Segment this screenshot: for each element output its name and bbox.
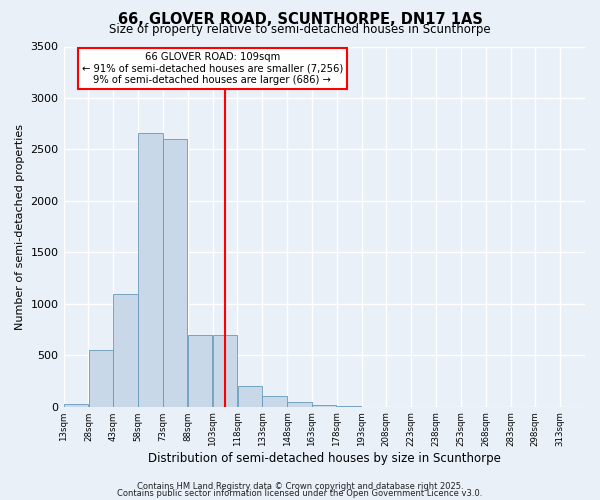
Bar bbox=[238, 386, 262, 406]
Bar bbox=[213, 334, 237, 406]
Text: Size of property relative to semi-detached houses in Scunthorpe: Size of property relative to semi-detach… bbox=[109, 22, 491, 36]
Bar bbox=[312, 404, 337, 406]
Text: Contains HM Land Registry data © Crown copyright and database right 2025.: Contains HM Land Registry data © Crown c… bbox=[137, 482, 463, 491]
Bar bbox=[188, 334, 212, 406]
X-axis label: Distribution of semi-detached houses by size in Scunthorpe: Distribution of semi-detached houses by … bbox=[148, 452, 501, 465]
Text: Contains public sector information licensed under the Open Government Licence v3: Contains public sector information licen… bbox=[118, 489, 482, 498]
Text: 66, GLOVER ROAD, SCUNTHORPE, DN17 1AS: 66, GLOVER ROAD, SCUNTHORPE, DN17 1AS bbox=[118, 12, 482, 28]
Bar bbox=[138, 133, 163, 406]
Bar bbox=[113, 294, 138, 406]
Bar bbox=[262, 396, 287, 406]
Bar bbox=[89, 350, 113, 406]
Bar bbox=[287, 402, 311, 406]
Bar bbox=[163, 139, 187, 406]
Bar bbox=[64, 404, 88, 406]
Text: 66 GLOVER ROAD: 109sqm
← 91% of semi-detached houses are smaller (7,256)
9% of s: 66 GLOVER ROAD: 109sqm ← 91% of semi-det… bbox=[82, 52, 343, 85]
Y-axis label: Number of semi-detached properties: Number of semi-detached properties bbox=[15, 124, 25, 330]
